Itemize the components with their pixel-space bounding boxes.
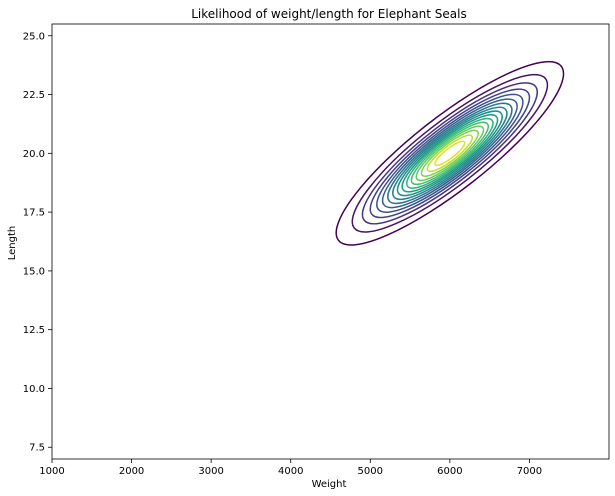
plot-frame	[51, 23, 610, 460]
contour-line	[410, 121, 490, 186]
y-axis-label: Length	[7, 226, 18, 261]
x-axis: 1000 2000 3000 4000 5000 6000 7000	[39, 459, 542, 477]
x-tick-label: 1000	[39, 466, 64, 477]
y-axis: 7.5 10.0 12.5 15.0 17.5 20.0 22.5 25.0	[23, 31, 52, 454]
contour-line	[369, 88, 531, 219]
contour-line	[426, 134, 474, 173]
y-tick-label: 12.5	[23, 325, 45, 336]
contour-line	[335, 60, 565, 246]
contour-line	[415, 125, 485, 182]
x-axis-label: Weight	[312, 479, 347, 490]
x-tick-label: 3000	[198, 466, 223, 477]
x-tick-label: 5000	[358, 466, 383, 477]
y-tick-label: 15.0	[23, 266, 45, 277]
contour-line	[392, 106, 508, 201]
x-tick-label: 7000	[517, 466, 542, 477]
contour-line	[396, 110, 503, 197]
contour-line	[406, 117, 494, 189]
contour-line	[401, 114, 499, 193]
contour-line	[420, 129, 479, 177]
contour-line	[387, 102, 513, 205]
contour-group	[335, 60, 565, 246]
contour-line	[434, 140, 466, 167]
x-tick-label: 2000	[119, 466, 144, 477]
y-tick-label: 7.5	[29, 443, 45, 454]
contour-line	[361, 82, 539, 225]
y-tick-label: 17.5	[23, 208, 45, 219]
chart-title: Likelihood of weight/length for Elephant…	[191, 7, 467, 21]
y-tick-label: 20.0	[23, 149, 45, 160]
y-tick-label: 10.0	[23, 384, 45, 395]
contour-line	[376, 93, 524, 213]
x-tick-label: 6000	[437, 466, 462, 477]
contour-line	[351, 73, 549, 233]
y-tick-label: 25.0	[23, 31, 45, 42]
x-tick-label: 4000	[278, 466, 303, 477]
contour-line	[381, 98, 518, 209]
y-tick-label: 22.5	[23, 90, 45, 101]
